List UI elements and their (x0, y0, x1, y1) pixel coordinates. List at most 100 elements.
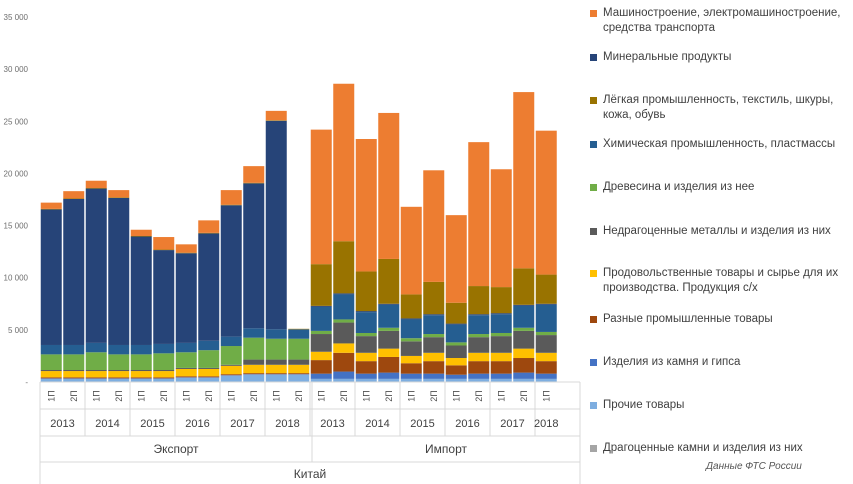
bar-segment (63, 344, 85, 355)
bar-segment (535, 130, 557, 275)
bar-segment (468, 314, 490, 316)
bar-segment (85, 188, 107, 189)
legend-swatch (590, 141, 597, 148)
bar-segment (198, 376, 220, 378)
bar-segment (445, 302, 467, 324)
bar-segment (333, 371, 355, 379)
x-axis: 1П 2П 1П 2П 1П 2П 1П 2П 1П 2П 1П 2П 1П 2П 1П 2П 1П 2П 1П 2П… (39, 381, 581, 484)
legend-label: Драгоценные камни и изделия из них (603, 442, 803, 454)
bar-segment (513, 358, 535, 373)
year-label: 2015 (140, 418, 164, 430)
half-year-label: 1П (226, 390, 236, 401)
bar-segment (378, 327, 400, 331)
bar-segment (490, 313, 512, 315)
bar-segment (355, 311, 377, 313)
bar-segment (378, 112, 400, 259)
bar-segment (265, 329, 287, 339)
bar-segment (40, 370, 62, 372)
year-label: 2013 (320, 418, 344, 430)
bar-segment (198, 232, 220, 234)
bar-segment (40, 378, 62, 379)
y-tick-label: 30 000 (4, 65, 29, 74)
bar-segment (468, 337, 490, 353)
half-year-label: 2П (204, 390, 214, 401)
y-tick-label: 35 000 (4, 13, 29, 22)
bar-segment (310, 378, 332, 382)
bar-segment (513, 305, 535, 328)
bar-segment (63, 371, 85, 378)
legend-item: Лёгкая промышленность, текстиль, шкуры, … (590, 93, 852, 123)
half-year-label: 1П (91, 390, 101, 401)
half-year-label: 2П (114, 390, 124, 401)
bar-segment (40, 344, 62, 355)
group-label-export: Экспорт (153, 442, 199, 456)
bar-segment (310, 305, 332, 307)
legend-swatch (590, 10, 597, 17)
half-year-labels: 1П 2П 1П 2П 1П 2П 1П 2П 1П 2П 1П 2П 1П 2П 1П 2П 1П 2П 1П 2П… (46, 382, 551, 436)
bar-segment (288, 338, 310, 360)
legend-item: Древесина и изделия из нее (590, 180, 852, 195)
bar-segment (265, 110, 287, 121)
bar-segment (490, 332, 512, 337)
year-label: 2018 (534, 418, 558, 430)
bar-segment (153, 250, 175, 344)
year-labels: 2013 2014 2015 2016 2017 2018 2013 2014 2015 2016… (50, 418, 558, 430)
bar-segment (220, 336, 242, 347)
bar-segment (400, 318, 422, 320)
legend-label: Химическая промышленность, пластмассы (603, 138, 836, 150)
bar-segment (175, 252, 197, 254)
bar-segment (220, 365, 242, 375)
bar-segment (220, 364, 242, 366)
bar-segment (243, 364, 265, 374)
bar-segment (85, 378, 107, 382)
bar-segment (423, 373, 445, 379)
bar-segment (378, 356, 400, 373)
legend-swatch (590, 316, 597, 323)
bar-segment (175, 376, 197, 378)
legend-swatch (590, 228, 597, 235)
bar-segment (40, 209, 62, 345)
bar-segment (175, 342, 197, 353)
half-year-label: 2П (519, 390, 529, 401)
bar-segment (535, 373, 557, 379)
bar-segment (265, 338, 287, 360)
bar-segment (535, 274, 557, 304)
bar-segment (153, 343, 175, 354)
legend-label: Продовольственные товары и сырье для их … (603, 267, 839, 294)
country-label: Китай (294, 467, 326, 481)
half-year-label: 1П (451, 390, 461, 401)
bar-segment (445, 358, 467, 366)
half-year-label: 1П (181, 390, 191, 401)
bar-segment (63, 370, 85, 372)
half-year-label: 2П (69, 390, 79, 401)
bar-segment (63, 354, 85, 370)
bar-segment (85, 342, 107, 353)
bar-segment (468, 334, 490, 338)
bar-segment (265, 373, 287, 375)
bar-segment (423, 334, 445, 338)
bar-segment (130, 370, 152, 372)
y-tick-label: 5 000 (8, 326, 29, 335)
year-label: 2014 (95, 418, 119, 430)
year-label: 2017 (230, 418, 254, 430)
bar-segment (108, 197, 130, 198)
legend-item: Драгоценные камни и изделия из них (590, 441, 852, 456)
bar-segment (220, 375, 242, 376)
bar-segment (288, 359, 310, 365)
bar-segment (153, 353, 175, 371)
bar-segment (378, 258, 400, 304)
bar-segment (265, 120, 287, 330)
legend-label: Лёгкая промышленность, текстиль, шкуры, … (603, 94, 834, 121)
bar-segment (333, 378, 355, 382)
group-label-import: Импорт (425, 442, 467, 456)
bar-segment (198, 368, 220, 377)
bar-segment (355, 378, 377, 382)
bar-segment (243, 374, 265, 382)
bar-segment (85, 180, 107, 189)
bar-segment (333, 352, 355, 372)
half-year-label: 1П (46, 390, 56, 401)
legend-label: Древесина и изделия из нее (603, 181, 755, 193)
bar-segment (265, 359, 287, 365)
legend-label: Прочие товары (603, 399, 685, 411)
half-year-label: 1П (541, 390, 551, 401)
